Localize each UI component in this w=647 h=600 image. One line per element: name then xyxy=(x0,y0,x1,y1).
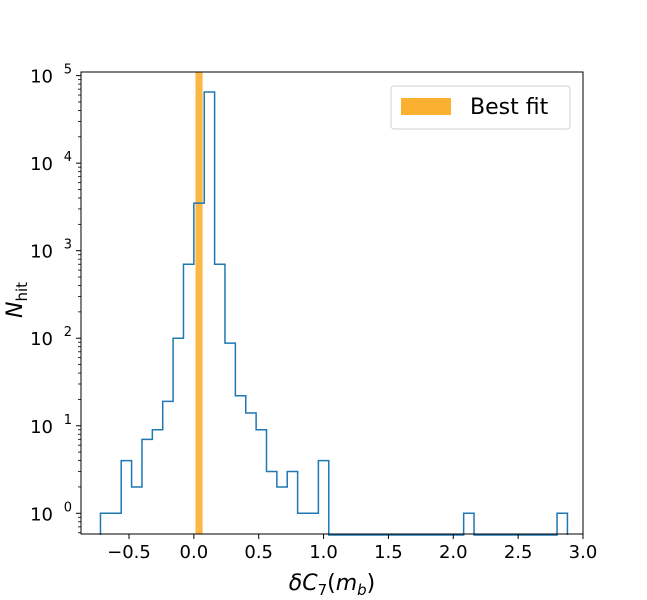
legend-label-best-fit: Best fit xyxy=(470,95,549,120)
x-tick-label: 2.5 xyxy=(504,542,533,563)
x-tick-label: 0.5 xyxy=(244,542,273,563)
y-tick-label: 10 xyxy=(30,417,53,438)
svg-text:Nhit: Nhit xyxy=(3,282,31,318)
y-tick-exponent: 4 xyxy=(64,150,72,165)
legend-box xyxy=(390,85,571,130)
y-tick-label: 10 xyxy=(30,154,53,175)
x-tick-label: 3.0 xyxy=(569,542,598,563)
legend: Best fit xyxy=(390,85,571,130)
x-tick-label: 1.5 xyxy=(374,542,403,563)
y-tick-exponent: 1 xyxy=(64,413,72,428)
y-tick-exponent: 3 xyxy=(64,238,72,253)
svg-text:δC7(mb): δC7(mb) xyxy=(289,571,376,599)
y-tick-label: 10 xyxy=(30,242,53,263)
x-tick-label: 2.0 xyxy=(439,542,468,563)
legend-swatch-best-fit xyxy=(401,98,451,115)
y-tick-label: 10 xyxy=(30,67,53,88)
plot-area xyxy=(99,72,569,536)
histogram-series xyxy=(99,91,569,536)
x-tick-label: −0.5 xyxy=(107,542,151,563)
axes: −0.5 0.0 0.5 1.0 1.5 2.0 2.5 3.0 10 0 10 1 10 2 10 3 10 4… xyxy=(30,63,597,563)
y-tick-exponent: 5 xyxy=(64,63,72,78)
plot-frame xyxy=(80,71,584,535)
y-tick-label: 10 xyxy=(30,329,53,350)
x-tick-label: 0.0 xyxy=(180,542,209,563)
y-axis-label: Nhit xyxy=(3,282,31,318)
y-tick-exponent: 2 xyxy=(64,325,72,340)
x-tick-label: 1.0 xyxy=(309,542,338,563)
y-tick-exponent: 0 xyxy=(64,500,72,515)
y-tick-label: 10 xyxy=(30,504,53,525)
best-fit-band xyxy=(195,72,203,534)
x-axis-label: δC7(mb) xyxy=(289,571,376,599)
